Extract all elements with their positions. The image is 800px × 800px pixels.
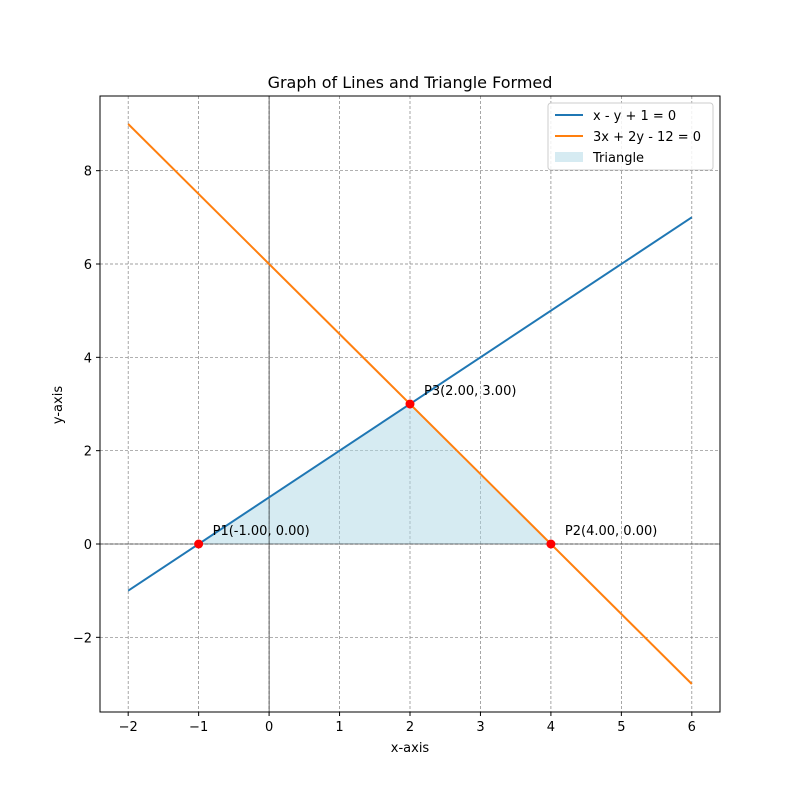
- point-marker-3: [405, 399, 415, 409]
- points-layer: P1(-1.00, 0.00) P2(4.00, 0.00) P3(2.00, 3.…: [194, 384, 657, 549]
- x-tick-label: 1: [335, 720, 343, 735]
- y-tick-label: 6: [84, 258, 92, 273]
- x-tick-label: 2: [406, 720, 414, 735]
- x-ticks: −2 −1 0 1 2 3 4 5 6: [119, 712, 696, 735]
- x-axis-label: x-axis: [391, 741, 430, 756]
- y-axis-label: y-axis: [51, 386, 66, 424]
- fill-layer: [198, 404, 551, 544]
- triangle-fill: [198, 404, 551, 544]
- legend-box: [547, 102, 714, 171]
- legend-swatch-fill: [555, 152, 583, 162]
- y-tick-label: 0: [84, 538, 92, 553]
- legend-label-2: 3x + 2y - 12 = 0: [593, 130, 701, 145]
- y-tick-label: 4: [84, 351, 92, 366]
- x-tick-label: 6: [688, 720, 696, 735]
- point-label-1: P1(-1.00, 0.00): [213, 524, 310, 539]
- legend-label-1: x - y + 1 = 0: [593, 109, 676, 124]
- x-tick-label: 3: [476, 720, 484, 735]
- x-tick-label: −1: [189, 720, 208, 735]
- point-label-2: P2(4.00, 0.00): [565, 524, 657, 539]
- x-tick-label: 4: [547, 720, 555, 735]
- reference-lines: [100, 96, 720, 712]
- point-marker-2: [546, 539, 556, 549]
- x-tick-label: 0: [265, 720, 273, 735]
- x-tick-label: −2: [119, 720, 138, 735]
- y-tick-label: 8: [84, 165, 92, 180]
- point-label-3: P3(2.00, 3.00): [424, 384, 516, 399]
- y-tick-label: −2: [73, 631, 92, 646]
- point-marker-1: [194, 539, 204, 549]
- y-tick-label: 2: [84, 445, 92, 460]
- y-ticks: −2 0 2 4 6 8: [73, 165, 100, 646]
- chart-title: Graph of Lines and Triangle Formed: [268, 73, 553, 92]
- legend: x - y + 1 = 0 3x + 2y - 12 = 0 Triangle: [547, 102, 714, 171]
- x-tick-label: 5: [617, 720, 625, 735]
- legend-label-fill: Triangle: [592, 151, 644, 166]
